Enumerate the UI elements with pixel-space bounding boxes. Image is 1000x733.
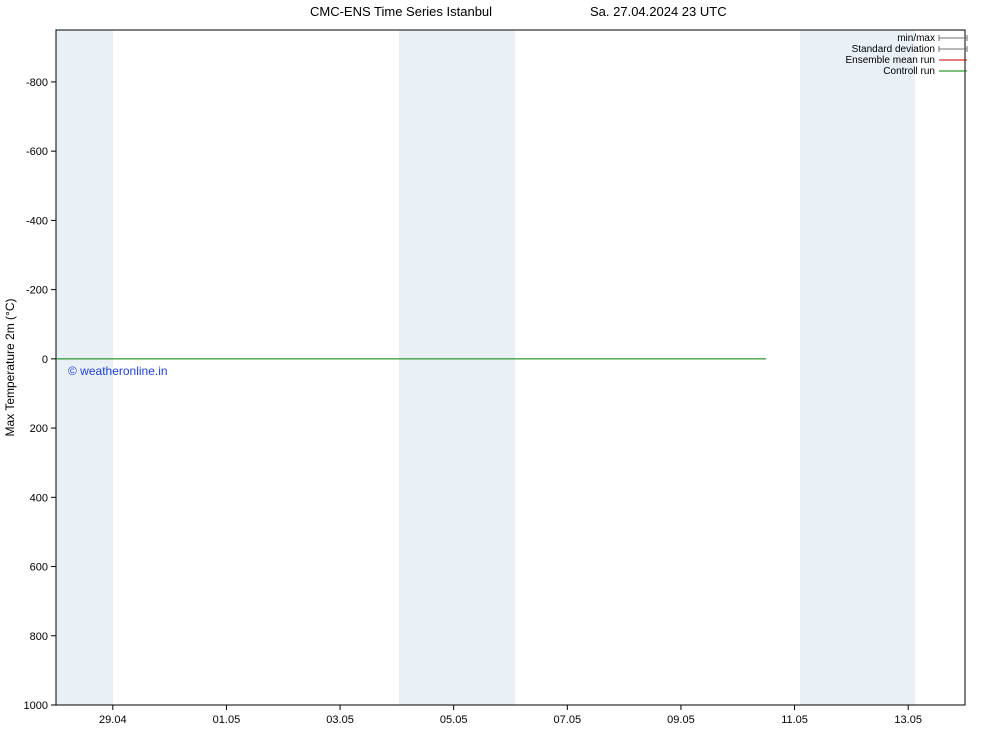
y-axis-label: Max Temperature 2m (°C) — [3, 299, 17, 437]
weekend-band — [800, 30, 915, 705]
x-tick-label: 09.05 — [667, 714, 695, 726]
chart-svg: -800 -600 -400 -200 0 200 400 600 800 1000 29.04 01… — [0, 0, 1000, 733]
x-tick-label: 01.05 — [213, 714, 241, 726]
y-tick-label: -400 — [26, 215, 48, 227]
y-tick-label: 800 — [30, 631, 48, 643]
chart-title-left: CMC-ENS Time Series Istanbul — [310, 4, 492, 19]
y-tick-label: -600 — [26, 146, 48, 158]
y-tick-label: -200 — [26, 285, 48, 297]
legend-label: Controll run — [883, 66, 935, 77]
x-tick-label: 03.05 — [326, 714, 354, 726]
weekend-band — [399, 30, 515, 705]
legend-label: Ensemble mean run — [846, 55, 936, 66]
x-tick-label: 11.05 — [781, 714, 808, 726]
x-tick-label: 29.04 — [99, 714, 127, 726]
y-tick-label: 400 — [30, 492, 48, 504]
watermark: © weatheronline.in — [68, 364, 168, 378]
chart-title-right: Sa. 27.04.2024 23 UTC — [590, 4, 727, 19]
x-tick-label: 07.05 — [554, 714, 582, 726]
x-tick-label: 13.05 — [894, 714, 922, 726]
y-tick-label: 1000 — [24, 700, 48, 712]
y-tick-label: 200 — [30, 423, 48, 435]
chart-container: -800 -600 -400 -200 0 200 400 600 800 1000 29.04 01… — [0, 0, 1000, 733]
y-tick-label: -800 — [26, 77, 48, 89]
y-tick-label: 600 — [30, 562, 48, 574]
x-tick-label: 05.05 — [440, 714, 468, 726]
legend-label: Standard deviation — [852, 44, 935, 55]
legend-label: min/max — [897, 33, 935, 44]
y-tick-label: 0 — [42, 354, 48, 366]
